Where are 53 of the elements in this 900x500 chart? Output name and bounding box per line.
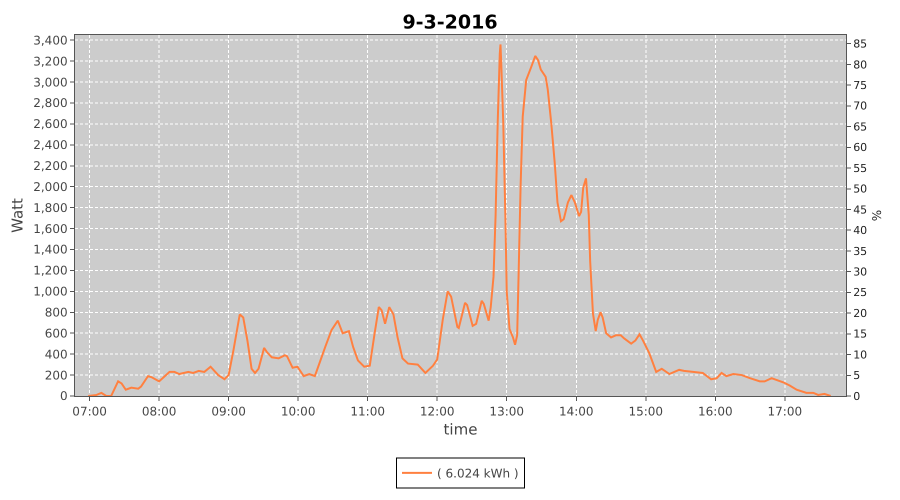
y2-tick-label: 30 <box>853 266 868 279</box>
y2-axis-title: % <box>870 210 884 222</box>
y2-tick-label: 60 <box>853 141 868 154</box>
y2-tick-label: 15 <box>853 328 868 341</box>
y2-tick-label: 75 <box>853 79 868 92</box>
y2-tick-label: 50 <box>853 182 868 196</box>
x-tick-label: 15:00 <box>628 404 664 418</box>
y-tick-label: 2,000 <box>33 180 68 194</box>
x-tick-label: 12:00 <box>420 404 455 418</box>
y-tick-label: 800 <box>44 305 68 320</box>
x-tick-label: 08:00 <box>142 404 176 418</box>
legend-label: ( 6.024 kWh ) <box>437 466 519 481</box>
y2-tick-label: 35 <box>853 244 868 258</box>
y-tick-label: 600 <box>44 326 68 340</box>
y-tick-label: 1,200 <box>33 264 68 278</box>
y-tick-label: 1,600 <box>33 222 68 236</box>
y-tick-label: 3,400 <box>33 33 68 48</box>
y-tick-label: 2,400 <box>33 138 68 152</box>
y2-tick-label: 5 <box>853 369 860 382</box>
y2-tick-label: 85 <box>853 38 868 51</box>
y2-tick-label: 20 <box>853 306 868 320</box>
x-tick-label: 10:00 <box>280 404 316 418</box>
y-tick-label: 2,600 <box>33 117 68 132</box>
y-tick-label: 0 <box>60 389 68 404</box>
y-tick-label: 2,800 <box>33 96 68 110</box>
y-axis-title: Watt <box>8 198 26 233</box>
y2-tick-label: 0 <box>853 390 860 403</box>
y-tick-label: 3,000 <box>33 75 68 90</box>
y2-tick-label: 70 <box>853 100 868 113</box>
y2-tick-label: 55 <box>853 162 868 175</box>
y-tick-label: 1,800 <box>33 200 68 215</box>
chart-title: 9-3-2016 <box>402 11 498 34</box>
y2-tick-label: 80 <box>853 58 868 72</box>
y2-tick-label: 10 <box>853 348 868 362</box>
x-tick-label: 11:00 <box>350 404 385 418</box>
x-axis-title: time <box>444 420 478 438</box>
y-tick-label: 3,200 <box>33 54 68 68</box>
x-tick-label: 07:00 <box>72 404 107 418</box>
y-tick-label: 2,200 <box>33 159 68 173</box>
y2-tick-label: 65 <box>853 120 868 134</box>
line-series <box>87 43 832 396</box>
y-tick-label: 1,000 <box>33 284 68 299</box>
y-tick-label: 400 <box>44 347 68 362</box>
x-tick-label: 17:00 <box>768 404 802 418</box>
y2-tick-label: 40 <box>853 224 868 238</box>
x-tick-label: 09:00 <box>211 404 246 418</box>
y-tick-label: 200 <box>44 368 68 382</box>
x-tick-label: 16:00 <box>698 404 733 418</box>
y2-tick-label: 25 <box>853 286 868 300</box>
y2-tick-label: 45 <box>853 203 868 216</box>
x-tick-label: 14:00 <box>558 404 594 418</box>
x-tick-label: 13:00 <box>489 404 524 418</box>
y-tick-label: 1,400 <box>33 242 68 257</box>
